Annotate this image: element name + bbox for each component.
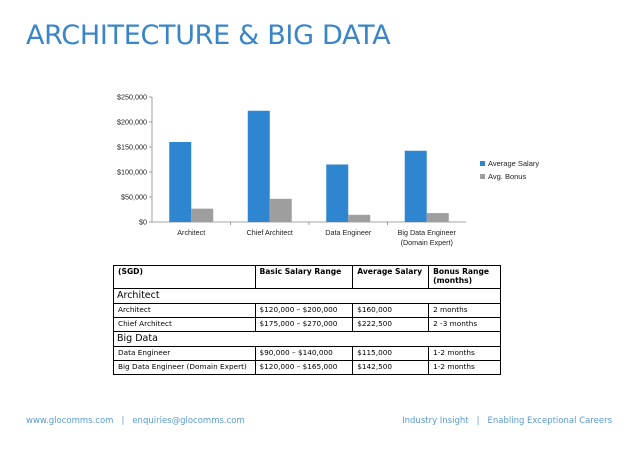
footer-contact: www.glocomms.com | enquiries@glocomms.com xyxy=(26,416,245,426)
y-tick-label: $250,000 xyxy=(117,93,147,102)
bonus-range-cell: 2 -3 months xyxy=(428,317,501,332)
y-tick-label: $200,000 xyxy=(117,118,147,127)
bar-avg-bonus xyxy=(426,213,449,222)
salary-range-cell: $175,000 – $270,000 xyxy=(254,317,354,332)
salary-bar-chart: $0 $50,000 $100,000 $150,000 $200,000 $250,00… xyxy=(117,93,466,247)
footer-separator: | xyxy=(476,416,480,426)
bar-avg-bonus xyxy=(269,198,292,222)
salary-table: (SGD) Basic Salary Range Average Salary … xyxy=(113,265,501,375)
role-cell: Big Data Engineer (Domain Expert) xyxy=(113,360,256,375)
bonus-range-cell: 2 months xyxy=(428,303,501,318)
section-row: Architect xyxy=(113,288,501,304)
legend-swatch-average-salary xyxy=(480,161,485,166)
table-header-row: (SGD) Basic Salary Range Average Salary … xyxy=(113,265,501,289)
average-salary-cell: $142,500 xyxy=(352,360,430,375)
bar-average-salary xyxy=(326,164,349,222)
tagline-industry-insight: Industry Insight xyxy=(402,416,469,426)
role-cell: Data Engineer xyxy=(113,346,256,361)
header-average-salary: Average Salary xyxy=(352,265,430,289)
average-salary-cell: $160,000 xyxy=(352,303,430,318)
x-tick-label: (Domain Expert) xyxy=(401,238,453,247)
role-cell: Chief Architect xyxy=(113,317,256,332)
bar-average-salary xyxy=(247,110,270,222)
salary-range-cell: $120,000 – $165,000 xyxy=(254,360,354,375)
page-title: ARCHITECTURE & BIG DATA xyxy=(26,20,391,51)
footer-separator: | xyxy=(121,416,125,426)
email-link[interactable]: enquiries@glocomms.com xyxy=(132,416,245,426)
footer-tagline: Industry Insight | Enabling Exceptional Ca… xyxy=(402,416,612,426)
legend-label-avg-bonus: Avg. Bonus xyxy=(488,172,527,181)
y-tick-label: $0 xyxy=(139,218,147,227)
x-tick-label: Data Engineer xyxy=(325,228,372,237)
section-row: Big Data xyxy=(113,331,501,347)
bonus-range-cell: 1-2 months xyxy=(428,360,501,375)
legend-item-average-salary: Average Salary xyxy=(480,157,539,170)
bar-average-salary xyxy=(404,150,427,222)
bar-avg-bonus xyxy=(348,214,371,222)
header-sgd: (SGD) xyxy=(113,265,256,289)
section-big-data: Big Data xyxy=(113,331,501,347)
table-row: Architect $120,000 – $200,000 $160,000 2… xyxy=(113,303,501,318)
header-bonus-range: Bonus Range (months) xyxy=(428,265,501,289)
section-architect: Architect xyxy=(113,288,501,304)
y-tick-label: $50,000 xyxy=(121,193,147,202)
legend-item-avg-bonus: Avg. Bonus xyxy=(480,170,539,183)
table-row: Big Data Engineer (Domain Expert) $120,0… xyxy=(113,360,501,375)
tagline-enabling-careers: Enabling Exceptional Careers xyxy=(487,416,612,426)
bar-average-salary xyxy=(169,142,192,222)
x-tick-label: Big Data Engineer xyxy=(398,228,457,237)
bar-avg-bonus xyxy=(191,208,214,222)
average-salary-cell: $222,500 xyxy=(352,317,430,332)
x-tick-label: Architect xyxy=(177,228,205,237)
bonus-range-cell: 1-2 months xyxy=(428,346,501,361)
salary-range-cell: $90,000 – $140,000 xyxy=(254,346,354,361)
y-tick-label: $100,000 xyxy=(117,168,147,177)
website-link[interactable]: www.glocomms.com xyxy=(26,416,114,426)
legend-swatch-avg-bonus xyxy=(480,174,485,179)
salary-range-cell: $120,000 – $200,000 xyxy=(254,303,354,318)
chart-legend: Average Salary Avg. Bonus xyxy=(480,157,539,183)
average-salary-cell: $115,000 xyxy=(352,346,430,361)
table-row: Chief Architect $175,000 – $270,000 $222… xyxy=(113,317,501,332)
role-cell: Architect xyxy=(113,303,256,318)
legend-label-average-salary: Average Salary xyxy=(488,159,540,168)
y-tick-label: $150,000 xyxy=(117,143,147,152)
header-basic-salary-range: Basic Salary Range xyxy=(254,265,354,289)
table-row: Data Engineer $90,000 – $140,000 $115,00… xyxy=(113,346,501,361)
x-tick-label: Chief Architect xyxy=(247,228,293,237)
